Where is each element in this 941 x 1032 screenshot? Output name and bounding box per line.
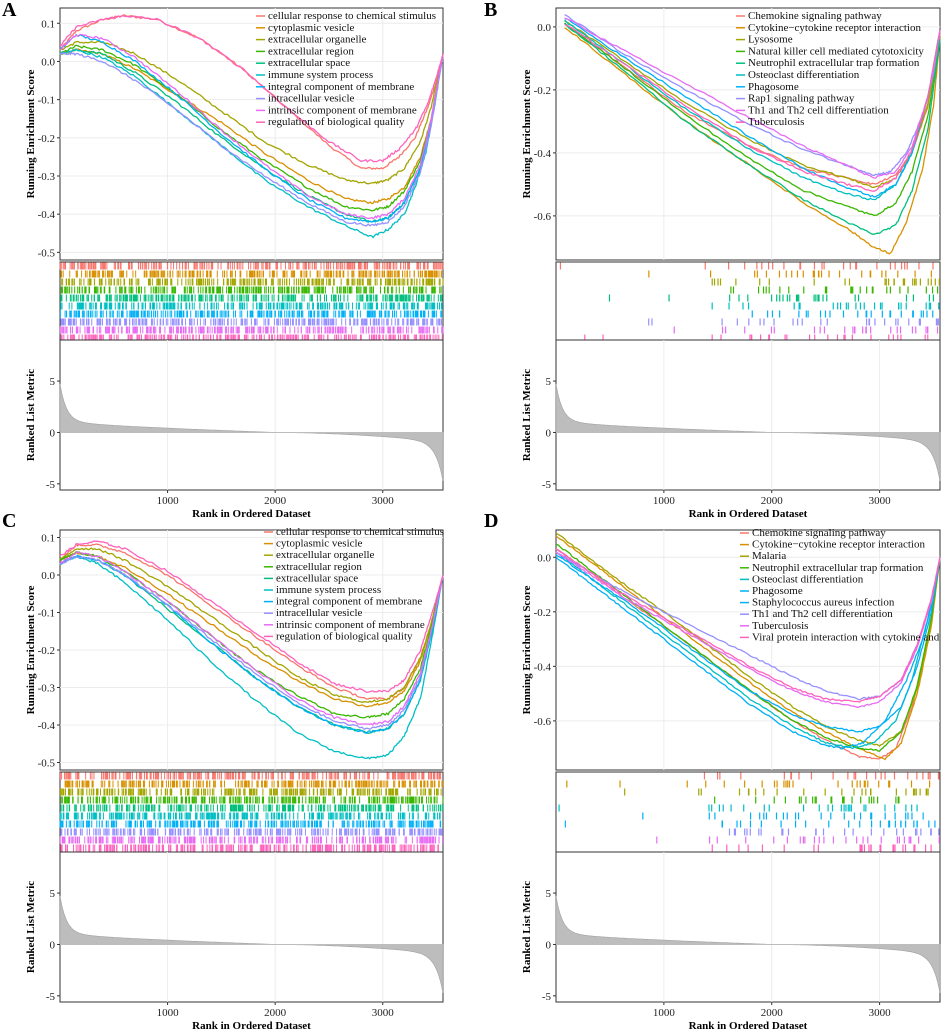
legend-label: intracellular vesicle: [268, 93, 355, 105]
es-line: [59, 33, 444, 220]
x-axis-title: Rank in Ordered Dataset: [689, 508, 808, 520]
es-line: [564, 23, 941, 235]
metric-plot-frame: [59, 339, 444, 491]
legend-label: Lysosome: [748, 34, 793, 46]
enrichment-plot-frame: [555, 7, 941, 261]
panel-letter: B: [484, 0, 497, 21]
legend-label: Th1 and Th2 cell differentiation: [748, 104, 889, 116]
ytick-label: -0.3: [38, 683, 56, 695]
legend-label: Natural killer cell mediated cytotoxicit…: [748, 45, 924, 57]
ytick-label: -0.4: [534, 148, 552, 160]
xtick-label: 1000: [157, 495, 180, 507]
legend-label: immune system process: [268, 69, 373, 81]
y-axis-title-metric: Ranked List Metric: [521, 369, 533, 461]
legend-label: intrinsic component of membrane: [276, 619, 425, 631]
es-line: [59, 550, 444, 726]
ytick-label: 0.0: [41, 570, 55, 582]
xtick-label: 2000: [761, 495, 784, 507]
legend-label: extracellular region: [268, 45, 354, 57]
legend-label: integral component of membrane: [268, 81, 414, 93]
legend-label: integral component of membrane: [276, 596, 422, 608]
es-line: [59, 51, 444, 227]
es-line: [59, 14, 444, 171]
legend-label: Cytokine−cytokine receptor interaction: [748, 22, 921, 34]
legend-label: regulation of biological quality: [268, 116, 405, 128]
es-line: [59, 48, 444, 205]
ytick-label: 0.0: [41, 56, 55, 68]
ytick-label: -0.2: [38, 645, 55, 657]
legend-label: cellular response to chemical stimulus: [276, 526, 444, 538]
enrichment-plot-frame: [59, 7, 444, 261]
es-line: [59, 15, 444, 163]
metric-ytick-label: 0: [546, 427, 552, 439]
legend-label: Phagosome: [748, 81, 799, 93]
ytick-label: -0.2: [38, 133, 55, 145]
ytick-label: 0.1: [41, 533, 55, 545]
ytick-label: -0.4: [38, 720, 56, 732]
hit-area-frame: [555, 261, 941, 343]
es-line: [59, 540, 444, 693]
ytick-label: -0.5: [38, 247, 56, 259]
es-line: [564, 23, 941, 192]
legend-label: Osteoclast differentiation: [748, 69, 860, 81]
legend-label: intrinsic component of membrane: [268, 104, 417, 116]
panel-letter: C: [2, 510, 16, 532]
metric-plot-frame: [555, 339, 941, 491]
xtick-label: 3000: [869, 495, 892, 507]
legend-label: cytoplasmic vesicle: [268, 22, 355, 34]
y-axis-title-metric: Ranked List Metric: [25, 369, 37, 461]
es-line: [59, 555, 444, 760]
ytick-label: -0.2: [534, 85, 551, 97]
panel-letter: A: [2, 0, 17, 21]
legend-label: regulation of biological quality: [276, 630, 413, 642]
panel-b: B 0.0 -0.2 -0.4 -0.6 Chemokine signaling path…: [484, 0, 941, 520]
es-line: [59, 555, 444, 731]
ytick-label: -0.4: [38, 209, 56, 221]
es-line: [59, 554, 444, 735]
ytick-label: -0.6: [534, 211, 552, 223]
legend-label: extracellular space: [268, 57, 350, 69]
ytick-label: 0.1: [41, 18, 55, 30]
panel-c: C 0.1 0.0 -0.1 -0.2 -0.3 -0.4 -0.5 cellular resp…: [2, 510, 444, 1032]
legend-label: cellular response to chemical stimulus: [268, 10, 436, 22]
legend-label: Rap1 signaling pathway: [748, 93, 855, 105]
legend-label: immune system process: [276, 584, 381, 596]
legend-label: extracellular space: [276, 572, 358, 584]
metric-ytick-label: -5: [46, 479, 56, 491]
legend-label: extracellular organelle: [276, 549, 375, 561]
es-line: [59, 44, 444, 212]
es-line: [59, 33, 444, 223]
legend-label: cytoplasmic vesicle: [276, 538, 363, 550]
legend-label: intracellular vesicle: [276, 607, 363, 619]
es-line: [59, 551, 444, 708]
metric-ytick-label: 5: [546, 376, 552, 388]
ytick-label: 0.0: [537, 22, 551, 34]
y-axis-title-enrichment: Running Enrichment Score: [521, 70, 533, 199]
panel-a: A 0.1 0.0 -0.1 -0.2 -0.3 -0.4 -0.5 cellular resp…: [2, 0, 444, 520]
legend-label: extracellular organelle: [268, 34, 367, 46]
metric-ytick-label: 0: [50, 427, 56, 439]
ytick-label: -0.5: [38, 758, 56, 770]
metric-ytick-label: -5: [542, 479, 552, 491]
legend-label: extracellular region: [276, 561, 362, 573]
ytick-label: -0.1: [38, 608, 55, 620]
legend-label: Tuberculosis: [748, 116, 804, 128]
es-line: [59, 551, 444, 719]
metric-ytick-label: 5: [50, 376, 56, 388]
legend-label: Neutrophil extracellular trap formation: [748, 57, 920, 69]
ytick-label: -0.3: [38, 171, 56, 183]
ytick-label: -0.1: [38, 95, 55, 107]
es-line: [59, 547, 444, 704]
xtick-label: 3000: [372, 495, 395, 507]
x-axis-title: Rank in Ordered Dataset: [192, 508, 311, 520]
legend-label: Chemokine signaling pathway: [748, 10, 882, 22]
xtick-label: 1000: [653, 495, 676, 507]
y-axis-title-enrichment: Running Enrichment Score: [25, 70, 37, 199]
xtick-label: 2000: [264, 495, 287, 507]
es-line: [564, 22, 941, 217]
